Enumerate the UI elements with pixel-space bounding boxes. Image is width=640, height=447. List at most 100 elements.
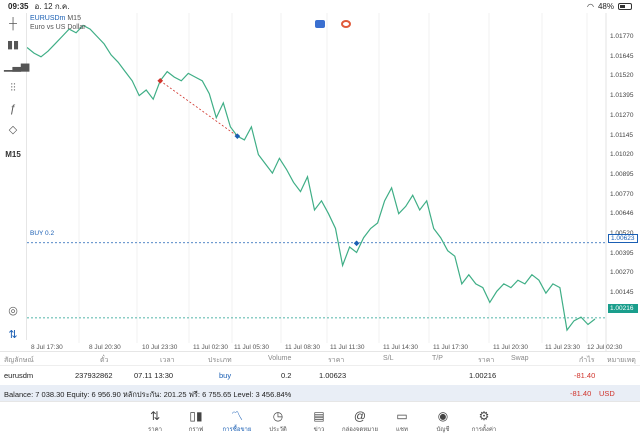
col-time: เวลา xyxy=(160,357,175,364)
price-level-label: 1.01520 xyxy=(610,72,634,80)
nav-chart[interactable]: ▯▮ กราฟ xyxy=(175,408,217,434)
price-level-label: 1.01145 xyxy=(610,131,634,139)
buy-marker xyxy=(234,133,241,140)
nav-trade-label: การซื้อขาย xyxy=(222,427,252,433)
row-ticket: 237932862 xyxy=(75,371,113,380)
nav-news-label: ข่าว xyxy=(313,427,325,433)
battery-icon xyxy=(618,3,632,10)
candles-icon[interactable]: ▮▮ xyxy=(6,39,20,51)
balance-currency: USD xyxy=(599,389,615,398)
time-label: 11 Jul 05:30 xyxy=(234,344,269,351)
nav-settings[interactable]: ⚙ การตั้งค่า xyxy=(463,408,505,434)
col-tp: T/P xyxy=(432,355,443,362)
nav-history-label: ประวัติ xyxy=(269,427,287,433)
row-time: 07.11 13:30 xyxy=(134,371,174,380)
time-label: 11 Jul 17:30 xyxy=(433,344,468,351)
price-level-label: 1.00770 xyxy=(610,190,634,198)
col-volume: Volume xyxy=(268,355,292,362)
price-level-label: 1.00895 xyxy=(610,170,634,178)
indicators-icon[interactable]: ▁▃▅ xyxy=(4,60,30,72)
settings-icon: ⚙ xyxy=(478,409,490,423)
price-level-label: 1.00145 xyxy=(610,289,634,297)
last-price-tag: 1.00216 xyxy=(608,304,638,313)
battery-level: 48% xyxy=(597,2,614,11)
crosshair-icon[interactable]: ┼ xyxy=(9,18,17,30)
chart-canvas xyxy=(27,13,607,351)
time-label: 11 Jul 23:30 xyxy=(545,344,580,351)
time-label: 11 Jul 14:30 xyxy=(383,344,418,351)
trade-chart-icon[interactable]: ◎ xyxy=(8,305,18,317)
price-level-label: 1.00270 xyxy=(610,269,634,277)
nav-news[interactable]: ▤ ข่าว xyxy=(298,408,340,434)
trade-icon: 〽 xyxy=(230,409,243,423)
status-bar: 09:35 อ. 12 ก.ค. ◠ 48% xyxy=(0,0,640,13)
quotes-icon: ⇅ xyxy=(149,409,161,423)
price-level-label: 1.01770 xyxy=(610,33,634,40)
price-level-label: 1.01645 xyxy=(610,52,634,60)
nav-history[interactable]: ◷ ประวัติ xyxy=(257,408,299,434)
col-price: ราคา xyxy=(328,357,345,364)
function-icon[interactable]: ƒ xyxy=(9,103,17,115)
symbol-timeframe: M15 xyxy=(67,15,81,22)
news-icon: ▤ xyxy=(313,409,325,423)
buy-marker xyxy=(353,240,360,247)
col-swap: Swap xyxy=(511,355,529,362)
position-row[interactable]: eurusdm 237932862 07.11 13:30 buy 0.2 1.… xyxy=(0,367,640,384)
flag-badge-icon[interactable] xyxy=(315,20,325,28)
time-label: 11 Jul 08:30 xyxy=(285,344,320,351)
nav-trade[interactable]: 〽 การซื้อขาย xyxy=(216,408,258,434)
time-label: 10 Jul 23:30 xyxy=(142,344,178,351)
time-label: 11 Jul 11:30 xyxy=(330,344,365,351)
trade-link-line xyxy=(160,80,238,137)
sell-marker xyxy=(157,77,164,84)
time-label: 12 Jul 02:30 xyxy=(587,344,623,351)
price-level-label: 1.01270 xyxy=(610,111,634,119)
col-symbol: สัญลักษณ์ xyxy=(4,357,34,364)
nav-quotes-label: ราคา xyxy=(148,427,162,433)
price-level-label: 1.01395 xyxy=(610,92,634,100)
row-current-price: 1.00216 xyxy=(469,371,497,380)
balance-bar: Balance: 7 038.30 Equity: 6 956.90 หลักป… xyxy=(0,385,640,401)
mailbox-icon: @ xyxy=(353,409,367,423)
col-note: หมายเหตุ xyxy=(607,357,636,364)
timeframe-button[interactable]: M15 xyxy=(5,150,21,159)
bottom-nav: ⇅ ราคา ▯▮ กราฟ 〽การซื้อขาย ◷ ประวัติ ▤ ข่าว … xyxy=(0,401,640,447)
chart-toolbar: ┼ ▮▮ ▁▃▅ ⫶⫶ ƒ ◇ M15 ◎ ⇅ xyxy=(0,13,30,341)
price-level-label: 1.00520 xyxy=(610,230,634,237)
objects-icon[interactable]: ⫶⫶ xyxy=(10,82,16,94)
row-price: 1.00623 xyxy=(319,371,347,380)
shapes-icon[interactable]: ◇ xyxy=(8,124,18,136)
positions-header: สัญลักษณ์ ตั๋ว เวลา ประเภท Volume ราคา S… xyxy=(0,351,640,366)
col-current: ราคา xyxy=(478,357,495,364)
time-label: 8 Jul 17:30 xyxy=(31,344,63,351)
buy-price-tag: 1.00623 xyxy=(608,234,638,243)
symbol-name: EURUSDm xyxy=(30,15,66,22)
col-profit: กำไร xyxy=(579,357,595,364)
col-ticket: ตั๋ว xyxy=(100,357,109,364)
buy-line-label: BUY 0.2 xyxy=(30,230,55,237)
time-label: 8 Jul 20:30 xyxy=(89,344,121,351)
nav-account[interactable]: ◉ บัญชี xyxy=(422,408,464,434)
account-icon: ◉ xyxy=(437,409,449,423)
price-level-label: 1.01020 xyxy=(610,151,634,159)
nav-mailbox[interactable]: @ กล่องจดหมาย xyxy=(339,408,381,434)
nav-settings-label: การตั้งค่า xyxy=(471,427,497,433)
one-click-icon[interactable]: ⇅ xyxy=(8,329,18,341)
nav-quotes[interactable]: ⇅ ราคา xyxy=(134,408,176,434)
row-profit: -81.40 xyxy=(574,371,596,380)
price-chart[interactable]: EURUSDm M15 Euro vs US Dollar 1.01770 1.0… xyxy=(27,13,640,351)
time-label: 11 Jul 02:30 xyxy=(193,344,228,351)
signal-badge-icon[interactable] xyxy=(341,20,351,28)
price-level-label: 1.00395 xyxy=(610,249,634,257)
nav-chat-label: แชท xyxy=(396,427,408,433)
nav-account-label: บัญชี xyxy=(436,427,450,433)
col-sl: S/L xyxy=(383,355,394,362)
nav-chat[interactable]: ▭ แชท xyxy=(381,408,423,434)
balance-profit: -81.40 xyxy=(570,389,592,398)
nav-chart-label: กราฟ xyxy=(188,427,204,433)
status-time: 09:35 xyxy=(8,2,29,11)
wifi-icon: ◠ xyxy=(587,2,594,11)
chart-icon: ▯▮ xyxy=(189,409,203,423)
chat-icon: ▭ xyxy=(396,409,408,423)
balance-text: Balance: 7 038.30 Equity: 6 956.90 หลักป… xyxy=(4,390,292,399)
